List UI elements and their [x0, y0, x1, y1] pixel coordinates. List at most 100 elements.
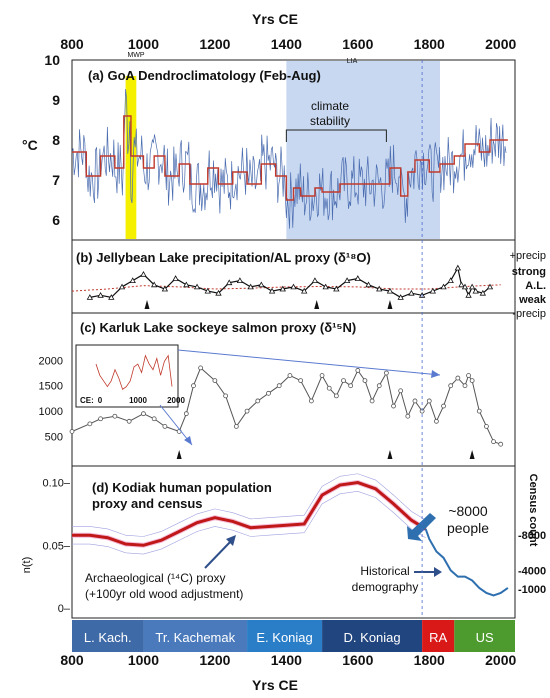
inset-tick-1000: 1000 [129, 396, 147, 405]
salmon-point [426, 398, 432, 404]
lia-label: LIA [347, 58, 358, 65]
salmon-point [355, 368, 361, 373]
stability-bracket [285, 129, 387, 142]
precip-point [236, 277, 244, 284]
salmon-point [348, 383, 354, 389]
salmon-point [298, 378, 304, 384]
period-label: RA [429, 630, 447, 645]
salmon-point [434, 418, 439, 424]
salmon-point [466, 373, 471, 378]
inset-tick-0: 0 [98, 396, 103, 405]
precip-point [247, 283, 254, 290]
panel-a-ytick-7: 7 [52, 172, 60, 188]
panel-b-right-labels: +precip strong A.L. weak -precip [510, 250, 547, 320]
panel-c-ytick-1000: 1000 [39, 406, 63, 418]
salmon-points [69, 365, 504, 447]
salmon-point [183, 411, 189, 417]
salmon-point [498, 441, 504, 447]
inset-callout-arrowhead [431, 370, 440, 378]
panel-c-ytick-1500: 1500 [39, 381, 63, 393]
panel-b: (b) Jellybean Lake precipitation/AL prox… [71, 239, 547, 320]
salmon-point [255, 398, 261, 404]
panel-d-title: (d) Kodiak human population [92, 480, 272, 495]
salmon-point [333, 393, 339, 399]
top-tick-labels: 800 1000 1200 1400 1600 1800 2000 [60, 36, 516, 52]
precip-point [140, 270, 147, 277]
panel-b-right-label: strong [512, 266, 546, 278]
precip-point [311, 277, 319, 284]
salmon-point [319, 373, 325, 378]
salmon-point [469, 378, 475, 384]
precip-point [86, 294, 94, 300]
precip-points [86, 264, 494, 300]
salmon-point [69, 429, 75, 434]
salmon-point [87, 421, 93, 427]
precip-point [290, 283, 297, 290]
inset-tick-2000: 2000 [167, 396, 185, 405]
precip-point [193, 283, 201, 290]
precip-point [397, 294, 404, 300]
precip-point [161, 285, 169, 292]
top-tick-1800: 1800 [414, 36, 445, 52]
salmon-point [126, 418, 132, 424]
salmon-point [405, 413, 411, 419]
temperature-smoothed-line [72, 115, 508, 201]
panel-d-y-tick-labels: 0– 0.05– 0.10– [42, 478, 70, 615]
top-tick-1600: 1600 [342, 36, 373, 52]
historical-arrowhead [434, 567, 442, 577]
inset-tick-labels: CE: 0 1000 2000 [80, 396, 185, 405]
panel-b-right-label: -precip [512, 308, 546, 320]
precip-point [479, 289, 487, 296]
inset-callout-arrow [177, 349, 441, 376]
period-label: E. Koniag [256, 630, 312, 645]
precip-point [333, 285, 340, 292]
precip-point [150, 281, 158, 288]
precip-point [268, 287, 276, 294]
precip-point [386, 287, 394, 294]
top-axis-label: Yrs CE [252, 11, 298, 27]
precip-point [322, 283, 329, 290]
salmon-point [198, 365, 204, 371]
proxy-outer-band-lower [72, 491, 426, 555]
precip-point [472, 287, 479, 294]
precip-point [365, 281, 372, 288]
historical-demography-label-2: demography [352, 580, 419, 594]
salmon-point [341, 378, 346, 384]
precip-point [354, 275, 361, 281]
precip-point [108, 294, 115, 300]
panel-d-rtick: -4000 [518, 565, 546, 577]
people-arrow [407, 513, 436, 541]
period-US [454, 620, 515, 652]
precip-point [429, 287, 437, 294]
salmon-point [362, 378, 368, 384]
salmon-point [223, 393, 229, 399]
panel-b-marker [314, 300, 320, 309]
panel-a: (a) GoA Dendroclimatology (Feb-Aug) MWP … [22, 52, 516, 241]
top-tick-2000: 2000 [485, 36, 516, 52]
inset-line [95, 354, 173, 391]
panel-d-ylabel: n(t) [21, 557, 33, 574]
salmon-point [308, 398, 314, 404]
panel-c-ytick-2000: 2000 [39, 355, 63, 367]
bottom-tick-2000: 2000 [485, 652, 516, 668]
precip-point [258, 281, 265, 288]
panel-b-markers [144, 300, 393, 309]
salmon-point [369, 398, 375, 404]
salmon-point [398, 388, 404, 394]
bottom-tick-1200: 1200 [199, 652, 230, 668]
precip-point [204, 287, 211, 294]
salmon-point [376, 383, 382, 389]
precip-point [183, 281, 190, 288]
panel-d-rtick: -1000 [518, 584, 546, 596]
panel-d-ytick: 0.10– [42, 478, 70, 490]
panel-c-y-tick-labels: 500 1000 1500 2000 [39, 355, 63, 443]
panel-c: (c) Karluk Lake sockeye salmon proxy (δ¹… [39, 312, 516, 467]
top-tick-1200: 1200 [199, 36, 230, 52]
inset-prefix: CE: [80, 396, 94, 405]
census-line [424, 528, 509, 597]
precip-point [458, 281, 465, 288]
precip-point [97, 291, 104, 298]
panel-a-ytick-9: 9 [52, 92, 60, 108]
period-Tr. Kachemak [143, 620, 248, 652]
